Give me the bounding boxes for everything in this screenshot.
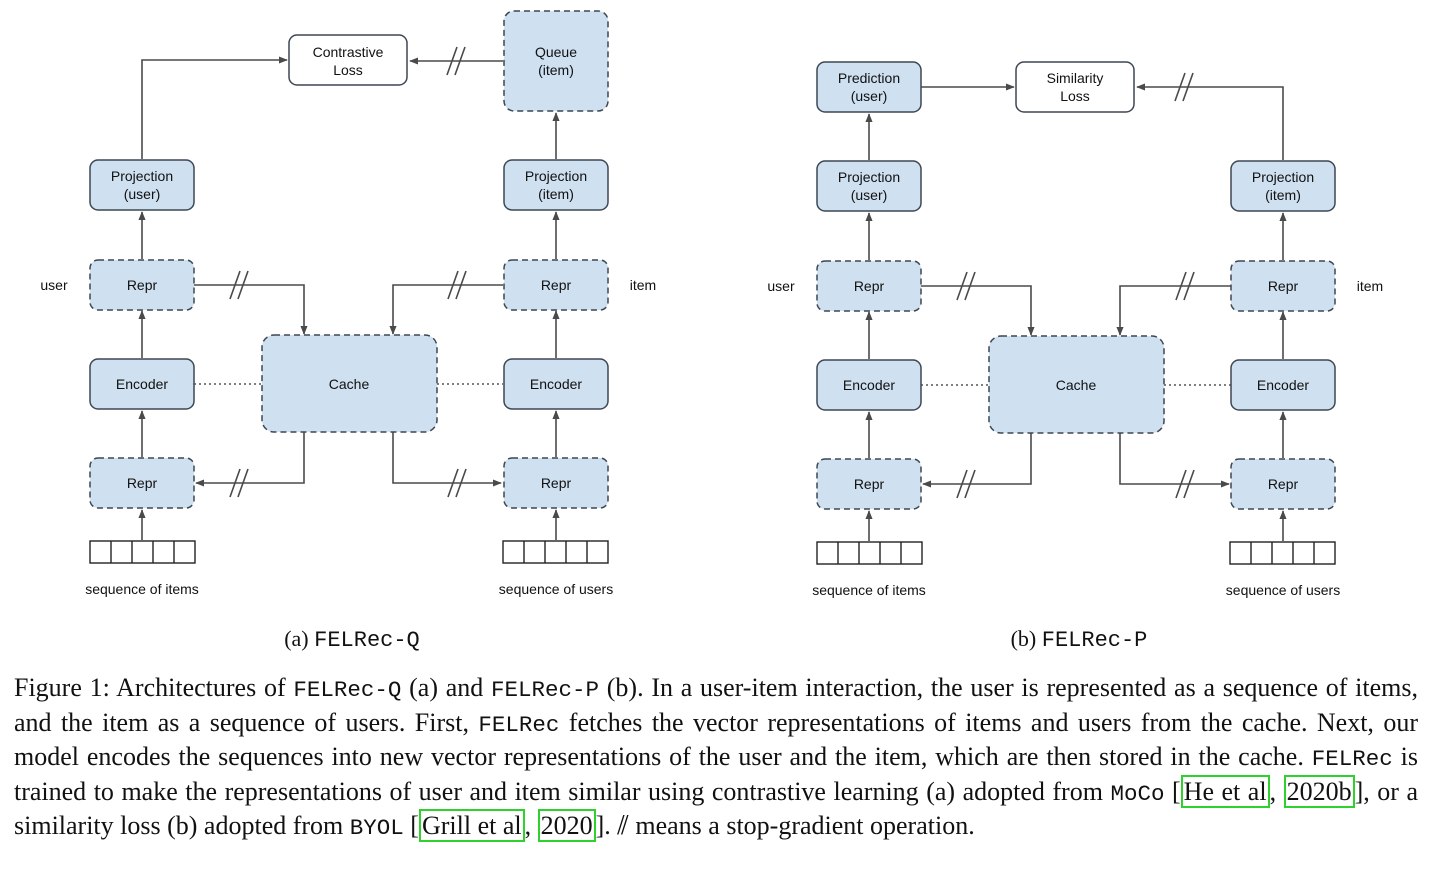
encoder-item-b-label: Encoder (1257, 377, 1309, 393)
repr-item-top-label: Repr (541, 277, 572, 293)
projection-user-label-1: Projection (111, 168, 173, 184)
caption-text: ]. ⫽ means a stop-gradient operation. (595, 811, 975, 840)
item-label: item (630, 277, 656, 293)
caption-text: , (1269, 776, 1284, 806)
contrastive-loss-label-1: Contrastive (313, 44, 384, 60)
projection-user-b-label-2: (user) (851, 187, 888, 203)
repr-item-bottom-box (503, 457, 609, 509)
panel-b-stop-gradient-marks (956, 72, 1195, 499)
encoder-user-box (89, 358, 195, 410)
repr-item-bottom-label: Repr (541, 475, 572, 491)
subcaption-b-name: FELRec-P (1042, 628, 1148, 653)
cache-box (261, 334, 438, 433)
similarity-loss-box (1015, 61, 1135, 113)
repr-item-bottom-b-box (1230, 458, 1336, 510)
caption-text: (a) and (401, 673, 491, 702)
caption-text: Figure 1: Architectures of (14, 673, 294, 702)
encoder-item-label: Encoder (530, 376, 582, 392)
projection-item-label-1: Projection (525, 168, 587, 184)
subcaption-a-name: FELRec-Q (314, 628, 420, 653)
projection-item-b-label-2: (item) (1265, 187, 1301, 203)
sequence-of-items-b-cells (816, 541, 923, 565)
caption-text: [ (1164, 776, 1181, 806)
encoder-user-label: Encoder (116, 376, 168, 392)
caption-text: [ (403, 811, 419, 840)
projection-user-b-box (816, 160, 922, 212)
queue-item-label-1: Queue (535, 44, 577, 60)
sequence-of-items-cells (89, 540, 196, 564)
caption-code-felrec: FELRec (1311, 746, 1393, 772)
queue-item-label-2: (item) (538, 62, 574, 78)
repr-user-bottom-b-box (816, 458, 922, 510)
user-label-b: user (767, 278, 795, 294)
encoder-user-b-box (816, 359, 922, 411)
architecture-figure: Contrastive Loss Queue (item) Projection… (40, 10, 1383, 653)
caption-text: ], or a similarity loss (b) adopted from (14, 776, 1418, 841)
caption-text: (b). In a user-item interaction, the use… (14, 673, 1418, 737)
caption-code-felrec: FELRec (478, 711, 560, 738)
repr-user-bottom-b-label: Repr (854, 476, 885, 492)
projection-user-box (89, 159, 195, 211)
encoder-user-b-label: Encoder (843, 377, 895, 393)
encoder-item-box (503, 358, 609, 410)
queue-item-box (503, 10, 609, 112)
cache-b-box (988, 335, 1165, 434)
sequence-of-items-b-label: sequence of items (812, 582, 926, 598)
prediction-user-label-2: (user) (851, 88, 888, 104)
cache-b-label: Cache (1056, 377, 1097, 393)
caption-code-byol: BYOL (349, 815, 404, 841)
panel-b-arrows (865, 83, 1287, 541)
contrastive-loss-label-2: Loss (333, 62, 363, 78)
repr-item-top-b-box (1230, 260, 1336, 312)
subcaption-a: (a) FELRec-Q (284, 626, 420, 653)
sequence-of-items-label: sequence of items (85, 581, 199, 597)
similarity-loss-label-1: Similarity (1047, 70, 1104, 86)
citation-link-he-author[interactable]: He et al (1180, 774, 1270, 808)
sequence-of-users-b-label: sequence of users (1226, 582, 1340, 598)
figure-caption: Figure 1: Architectures of FELRec-Q (a) … (14, 672, 1418, 845)
projection-user-b-label-1: Projection (838, 169, 900, 185)
citation-link-he-year[interactable]: 2020b (1283, 774, 1355, 808)
repr-user-top-b-box (816, 260, 922, 312)
projection-item-box (503, 159, 609, 211)
repr-user-bottom-box (89, 457, 195, 509)
subcaption-b-prefix: (b) (1011, 626, 1042, 651)
subcaption-b: (b) FELRec-P (1011, 626, 1148, 653)
similarity-loss-label-2: Loss (1060, 88, 1090, 104)
contrastive-loss-box (288, 34, 408, 86)
repr-item-bottom-b-label: Repr (1268, 476, 1299, 492)
sequence-of-users-cells (502, 540, 609, 564)
encoder-item-b-box (1230, 359, 1336, 411)
projection-item-b-label-1: Projection (1252, 169, 1314, 185)
panel-b: Prediction (user) Similarity Loss Projec… (767, 61, 1383, 653)
panel-a-stop-gradient-marks (229, 46, 467, 498)
prediction-user-box (816, 61, 922, 113)
caption-code-felrec-q: FELRec-Q (293, 677, 402, 703)
citation-link-grill-author[interactable]: Grill et al (418, 809, 525, 842)
caption-text: fetches the vector representations of it… (14, 707, 1418, 772)
repr-item-top-b-label: Repr (1268, 278, 1299, 294)
sequence-of-users-label: sequence of users (499, 581, 613, 597)
prediction-user-label-1: Prediction (838, 70, 900, 86)
caption-text: is trained to make the representations o… (14, 742, 1419, 806)
caption-code-moco: MoCo (1110, 780, 1165, 807)
item-label-b: item (1357, 278, 1383, 294)
caption-text: , (524, 811, 538, 840)
subcaption-a-prefix: (a) (284, 626, 314, 651)
repr-user-top-label: Repr (127, 277, 158, 293)
sequence-of-users-b-cells (1229, 541, 1336, 565)
repr-user-bottom-label: Repr (127, 475, 158, 491)
repr-user-top-box (89, 259, 195, 311)
projection-item-label-2: (item) (538, 186, 574, 202)
projection-user-label-2: (user) (124, 186, 161, 202)
citation-link-grill-year[interactable]: 2020 (537, 809, 596, 842)
repr-item-top-box (503, 259, 609, 311)
panel-a-arrows (138, 56, 560, 540)
panel-a: Contrastive Loss Queue (item) Projection… (40, 10, 656, 653)
repr-user-top-b-label: Repr (854, 278, 885, 294)
cache-label: Cache (329, 376, 370, 392)
user-label: user (40, 277, 68, 293)
projection-item-b-box (1230, 160, 1336, 212)
caption-code-felrec-p: FELRec-P (491, 677, 600, 703)
